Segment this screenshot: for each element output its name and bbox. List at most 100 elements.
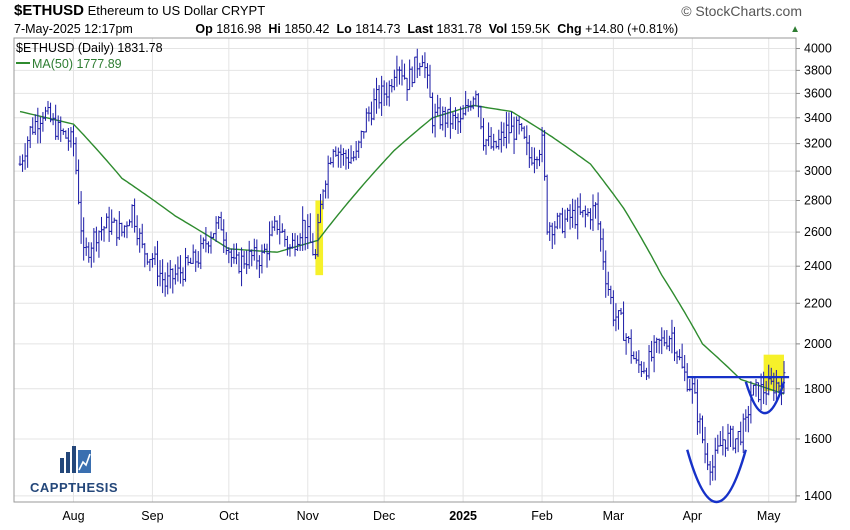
price-bar	[550, 222, 554, 250]
price-bar	[436, 94, 440, 116]
price-bar	[507, 112, 511, 144]
price-bar	[375, 77, 378, 114]
price-bar	[224, 232, 228, 255]
price-bar	[502, 122, 506, 147]
price-bar	[273, 216, 277, 231]
price-bar	[38, 116, 42, 144]
price-bar	[487, 122, 490, 147]
exchange: CRYPT	[221, 3, 266, 18]
price-bar	[26, 136, 30, 168]
legend-ma-text: MA(50) 1777.89	[32, 57, 122, 71]
price-bar	[303, 219, 307, 251]
price-bar	[563, 209, 567, 239]
price-bar	[553, 221, 557, 245]
y-tick-label: 4000	[804, 42, 832, 56]
price-bar	[522, 126, 526, 140]
price-bar	[698, 413, 702, 434]
price-bar	[235, 243, 238, 265]
price-bar	[540, 126, 544, 163]
price-bar	[336, 147, 340, 168]
price-bar	[611, 290, 615, 327]
ma-layer	[19, 104, 785, 395]
x-axis-labels: Aug Sep Oct Nov Dec 2025 Feb Mar Apr May	[62, 509, 781, 523]
price-bar	[61, 128, 65, 135]
price-bar	[711, 454, 715, 481]
price-bar	[583, 205, 587, 228]
price-bar	[148, 258, 152, 272]
price-bar	[280, 223, 284, 233]
price-bar	[403, 63, 406, 80]
price-bar	[696, 379, 699, 435]
price-bar	[36, 107, 40, 144]
price-bar	[214, 216, 218, 243]
price-bar	[97, 230, 101, 258]
legend: $ETHUSD (Daily) 1831.78 MA(50) 1777.89	[16, 41, 163, 71]
price-bar	[229, 248, 233, 268]
price-bar	[428, 64, 432, 98]
price-bar	[176, 256, 180, 282]
price-bar	[466, 98, 470, 112]
price-bar	[380, 75, 384, 116]
price-bar	[265, 243, 269, 268]
price-bar	[555, 212, 559, 230]
x-tick-label: Sep	[141, 509, 163, 523]
price-bar	[237, 251, 241, 274]
price-bar	[708, 461, 712, 486]
price-bar	[135, 215, 139, 246]
price-bar	[140, 223, 144, 249]
price-bar	[102, 225, 106, 242]
price-bar	[143, 243, 147, 268]
price-bar	[347, 148, 350, 169]
price-bar	[451, 112, 455, 130]
price-bar	[151, 253, 154, 268]
price-bar	[390, 79, 394, 93]
price-bar	[652, 335, 656, 373]
price-bar	[168, 260, 172, 289]
price-bar	[464, 90, 468, 116]
price-bar	[156, 240, 159, 287]
x-tick-label: Mar	[603, 509, 625, 523]
price-bar	[308, 213, 312, 243]
price-bar	[492, 133, 496, 151]
price-bar	[431, 92, 434, 134]
price-bar	[734, 438, 738, 454]
price-bar	[515, 116, 518, 141]
price-bar	[194, 249, 198, 272]
price-bar	[609, 285, 613, 305]
x-tick-label: May	[757, 509, 781, 523]
y-tick-label: 3800	[804, 63, 832, 77]
price-bar	[191, 244, 195, 264]
price-bar	[670, 319, 674, 354]
annotations	[686, 376, 790, 503]
price-bar	[660, 327, 664, 355]
price-bar	[680, 343, 684, 369]
price-bar	[69, 126, 73, 148]
logo-trend-icon	[78, 453, 91, 471]
price-bar	[410, 66, 414, 88]
price-bar	[739, 421, 743, 446]
price-bar	[291, 233, 294, 249]
price-bar	[642, 361, 646, 374]
price-bar	[392, 69, 396, 91]
collapse-triangle-icon[interactable]: ▲	[790, 24, 800, 35]
price-bar	[721, 426, 725, 456]
price-bar	[589, 208, 592, 230]
price-bar	[286, 235, 289, 256]
price-bar	[342, 148, 345, 166]
price-bar	[655, 337, 659, 353]
price-bar	[566, 207, 569, 222]
ma50-line	[19, 104, 785, 395]
price-bar	[275, 220, 279, 235]
price-bar	[247, 240, 251, 269]
stockcharts-credit[interactable]: © StockCharts.com	[681, 3, 802, 19]
price-bar	[627, 336, 631, 344]
price-bar	[128, 219, 131, 227]
price-bar	[678, 349, 681, 361]
price-bar	[647, 345, 651, 379]
price-bar	[370, 101, 373, 126]
price-bar	[125, 221, 129, 239]
price-bar	[158, 260, 162, 287]
volume-label: Vol	[488, 22, 508, 36]
logo-text: CAPPTHESIS	[30, 480, 118, 495]
